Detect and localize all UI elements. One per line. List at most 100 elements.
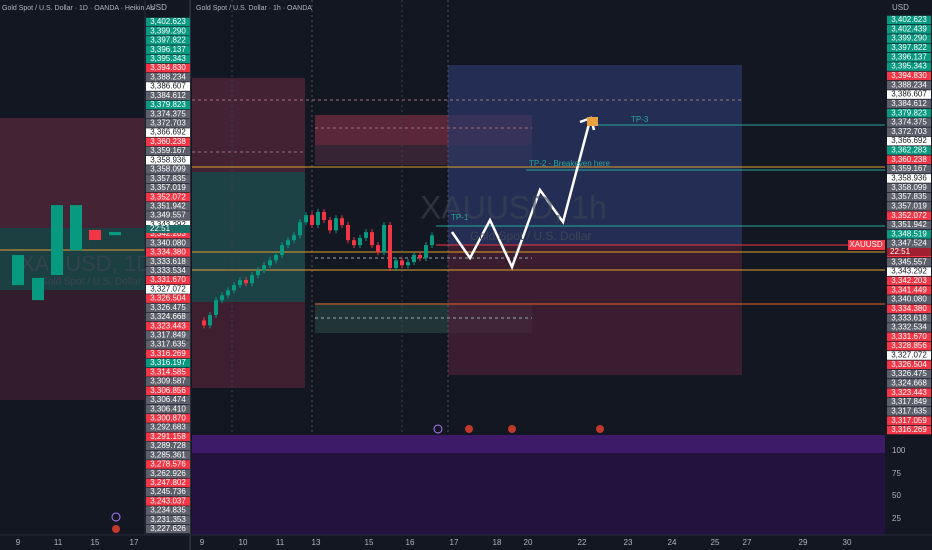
date-label: 17 — [450, 538, 459, 547]
date-label: 18 — [493, 538, 502, 547]
candle — [346, 224, 350, 241]
price-label: 3,342.203 — [891, 276, 927, 285]
date-label: 10 — [239, 538, 248, 547]
price-label: 3,402.439 — [891, 24, 927, 33]
stop-zone — [448, 245, 742, 375]
candle — [89, 229, 101, 241]
candle — [430, 235, 434, 246]
price-label: 3,285.361 — [150, 450, 186, 459]
price-label-bg — [146, 146, 190, 156]
price-label: 3,358.936 — [891, 174, 927, 183]
price-label-bg — [887, 369, 931, 379]
price-label: 3,306.856 — [150, 386, 186, 395]
price-label-bg — [146, 155, 190, 165]
candle — [250, 275, 254, 284]
candle — [51, 205, 63, 275]
price-label: 3,395.343 — [891, 62, 927, 71]
price-label: 3,395.343 — [150, 54, 186, 63]
price-label-bg — [887, 164, 931, 174]
price-label-bg — [887, 62, 931, 71]
candle — [280, 245, 284, 255]
price-label: 3,323.443 — [891, 388, 927, 397]
zone — [192, 78, 305, 172]
date-label: 24 — [668, 538, 677, 547]
price-label-bg — [146, 377, 190, 386]
candle — [208, 315, 212, 326]
dynamic: 3,402.6233,399.2903,397.8223,396.1373,39… — [12, 15, 931, 547]
price-label-bg — [146, 340, 190, 349]
price-label: 3,317.059 — [891, 416, 927, 425]
price-label: 3,343.292 — [891, 267, 927, 276]
price-label-bg — [146, 515, 190, 525]
tp-label: TP-2 - Breakeven here — [529, 159, 610, 168]
price-label: 3,388.234 — [891, 80, 927, 89]
price-label-bg — [887, 379, 931, 388]
event-icon — [111, 512, 121, 522]
price-label-bg — [887, 323, 931, 332]
price-label: 3,332.534 — [891, 323, 927, 332]
price-label-bg — [146, 109, 190, 119]
price-label-bg — [146, 367, 190, 377]
price-label: 3,342.203 — [150, 229, 186, 238]
event-icon — [596, 425, 604, 433]
price-label-bg — [887, 34, 931, 43]
date-label: 27 — [743, 538, 752, 547]
target-zone — [448, 65, 742, 245]
price-label: 3,289.728 — [150, 441, 186, 450]
event-icon — [465, 425, 473, 433]
price-label-bg — [887, 341, 931, 351]
price-label: 3,348.519 — [891, 229, 927, 238]
price-label: 3,386.607 — [891, 90, 927, 99]
date-label: 13 — [312, 538, 321, 547]
price-label: 3,333.534 — [150, 266, 186, 275]
price-label: 3,231.353 — [150, 515, 186, 524]
price-label: 3,360.238 — [150, 137, 186, 146]
price-label-bg — [146, 432, 190, 442]
watermark-sub: Gold Spot / U.S. Dollar — [470, 229, 591, 243]
price-label-bg — [146, 202, 190, 211]
price-label: 3,306.410 — [150, 404, 186, 413]
price-label: 3,357.019 — [150, 183, 186, 192]
price-label-bg — [146, 331, 190, 340]
price-label: 3,359.167 — [150, 146, 186, 155]
price-label-bg — [146, 45, 190, 54]
price-label: 3,384.612 — [891, 99, 927, 108]
date-label: 11 — [54, 538, 63, 547]
candle — [358, 237, 362, 246]
price-label-bg — [887, 267, 931, 276]
price-label: 3,317.635 — [891, 406, 927, 415]
price-label: 3,394.830 — [891, 71, 927, 80]
price-label: 3,362.283 — [891, 146, 927, 155]
indicator-band — [192, 435, 885, 453]
candle — [70, 205, 82, 251]
price-label: 3,397.822 — [891, 43, 927, 52]
tp-label: TP-1 — [451, 213, 469, 222]
price-label: 3,345.557 — [891, 257, 927, 266]
candle — [304, 215, 308, 223]
price-label: 3,347.524 — [891, 239, 927, 248]
price-label: 3,316.269 — [891, 425, 927, 434]
price-label-bg — [146, 248, 190, 257]
price-label-bg — [887, 15, 931, 25]
price-label: 3,366.692 — [891, 136, 927, 145]
price-label: 3,340.080 — [891, 295, 927, 304]
price-label-bg — [146, 294, 190, 303]
price-label-bg — [146, 36, 190, 45]
price-label: 3,243.037 — [150, 496, 186, 505]
price-label-bg — [887, 332, 931, 342]
price-label-bg — [146, 478, 190, 488]
price-label-bg — [887, 202, 931, 211]
price-label-bg — [146, 312, 190, 322]
candle — [406, 262, 410, 266]
candle — [388, 224, 392, 268]
header: Gold Spot / U.S. Dollar · 1h · OANDA — [196, 5, 312, 12]
price-label: 3,326.475 — [150, 303, 186, 312]
price-label: 3,317.849 — [150, 331, 186, 340]
price-label-bg — [887, 155, 931, 165]
candle — [226, 290, 230, 296]
price-label: 3,384.612 — [150, 91, 186, 100]
date-label: 25 — [711, 538, 720, 547]
price-label-bg — [146, 220, 190, 230]
indicator-label: 100 — [892, 446, 906, 455]
price-label-bg — [146, 91, 190, 101]
